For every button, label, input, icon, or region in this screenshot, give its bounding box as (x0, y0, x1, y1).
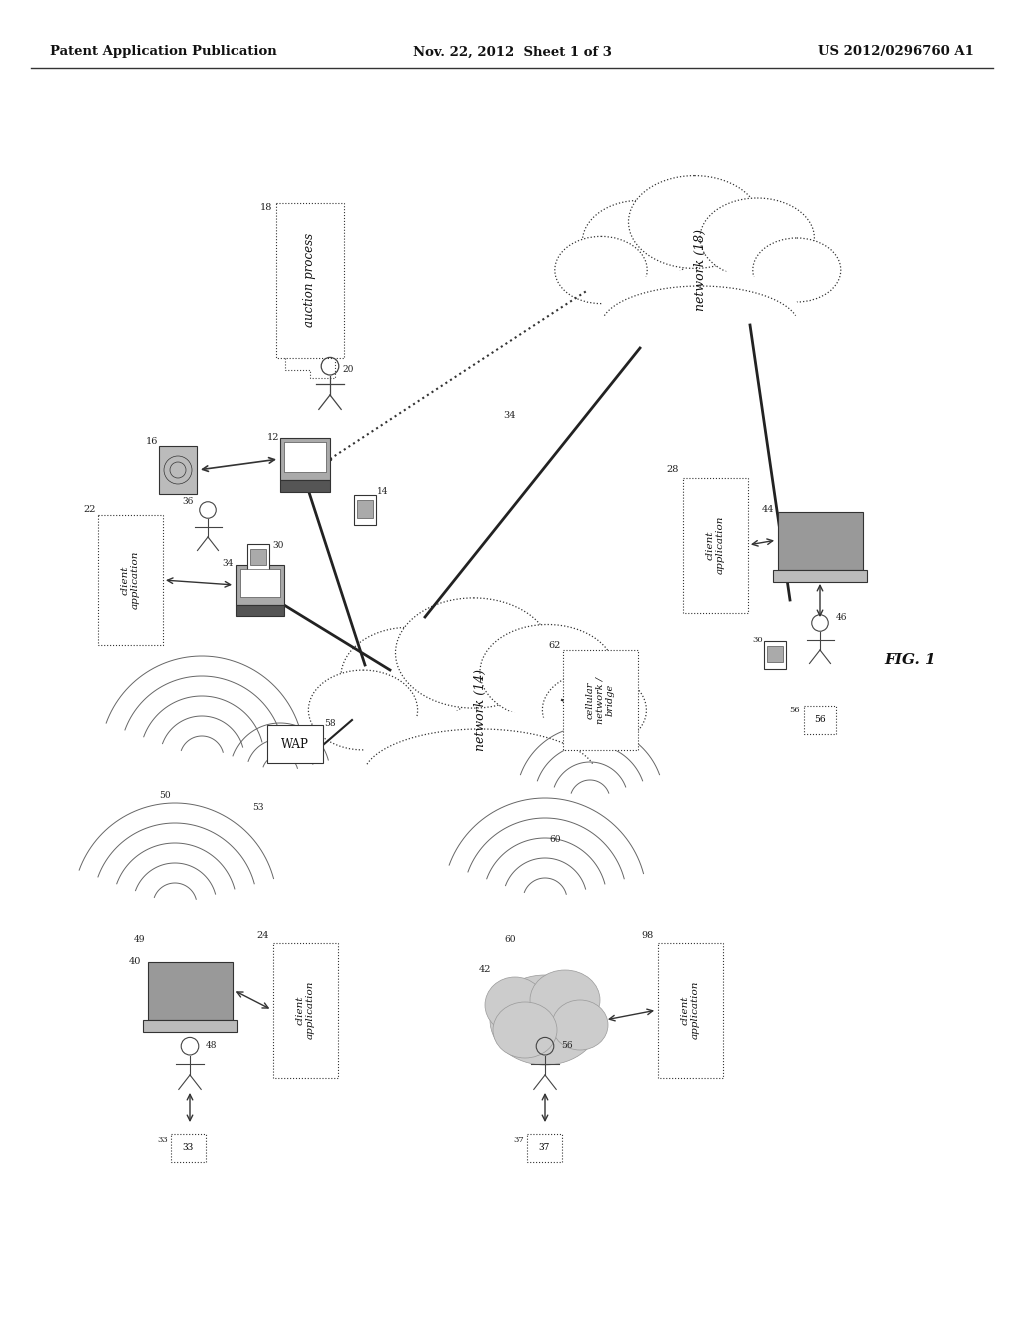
Text: 56: 56 (561, 1040, 572, 1049)
Text: 60: 60 (504, 936, 516, 945)
Ellipse shape (601, 271, 799, 350)
Bar (276, 202, 344, 358)
Bar (773, 570, 866, 582)
Text: 12: 12 (266, 433, 280, 442)
Ellipse shape (601, 222, 799, 334)
Text: network (14): network (14) (473, 669, 486, 751)
Bar (280, 480, 330, 492)
Text: 98: 98 (642, 931, 654, 940)
Bar (764, 642, 786, 669)
Text: network (18): network (18) (693, 228, 707, 312)
Text: 24: 24 (257, 931, 269, 940)
Text: 42: 42 (479, 965, 492, 974)
Bar (284, 442, 326, 473)
Text: 48: 48 (206, 1040, 218, 1049)
Bar (683, 478, 748, 612)
Bar (767, 645, 783, 663)
Text: client
application: client application (120, 550, 139, 610)
Ellipse shape (493, 1002, 557, 1059)
Ellipse shape (753, 238, 841, 302)
Bar (272, 942, 338, 1077)
Bar (159, 446, 197, 494)
Ellipse shape (362, 653, 597, 785)
Text: 33: 33 (182, 1143, 194, 1152)
Ellipse shape (341, 627, 476, 726)
Bar (267, 725, 323, 763)
Ellipse shape (308, 671, 418, 750)
Text: 36: 36 (182, 498, 194, 507)
Bar (804, 706, 836, 734)
Text: 30: 30 (272, 540, 284, 549)
Ellipse shape (583, 201, 696, 284)
Ellipse shape (555, 236, 647, 304)
Bar (147, 962, 232, 1020)
Bar (236, 565, 284, 605)
Text: 58: 58 (325, 718, 336, 727)
Text: 56: 56 (814, 715, 825, 725)
Text: 49: 49 (134, 936, 145, 945)
Text: cellular
network /
bridge: cellular network / bridge (585, 676, 614, 723)
Text: 37: 37 (514, 1137, 524, 1144)
Text: 18: 18 (260, 203, 272, 213)
Text: 46: 46 (837, 614, 848, 623)
Text: 14: 14 (377, 487, 389, 496)
Bar (250, 549, 266, 565)
Ellipse shape (480, 624, 615, 719)
Ellipse shape (395, 598, 552, 708)
Bar (247, 544, 269, 572)
Text: client
application: client application (295, 981, 314, 1039)
Ellipse shape (362, 710, 597, 805)
Text: 50: 50 (159, 791, 171, 800)
Bar (280, 438, 330, 480)
Ellipse shape (629, 176, 761, 268)
Text: 34: 34 (222, 558, 233, 568)
Text: 28: 28 (667, 466, 679, 474)
Ellipse shape (543, 672, 646, 748)
Text: US 2012/0296760 A1: US 2012/0296760 A1 (818, 45, 974, 58)
Text: 62: 62 (549, 640, 561, 649)
Text: 16: 16 (145, 437, 158, 446)
Text: Nov. 22, 2012  Sheet 1 of 3: Nov. 22, 2012 Sheet 1 of 3 (413, 45, 611, 58)
Ellipse shape (700, 198, 814, 279)
Bar (171, 1134, 206, 1162)
Text: FIG. 1: FIG. 1 (884, 653, 936, 667)
Bar (236, 605, 284, 616)
Text: 40: 40 (129, 957, 141, 966)
Text: 34: 34 (504, 411, 516, 420)
Text: client
application: client application (706, 516, 725, 574)
Bar (562, 649, 638, 750)
Text: WAP: WAP (281, 738, 309, 751)
Text: auction process: auction process (303, 232, 316, 327)
Text: 53: 53 (252, 804, 264, 813)
Bar (657, 942, 723, 1077)
Ellipse shape (552, 1001, 608, 1049)
Text: client
application: client application (680, 981, 699, 1039)
Bar (97, 515, 163, 645)
Text: 22: 22 (84, 506, 96, 515)
Text: 20: 20 (342, 366, 353, 374)
Text: 44: 44 (762, 506, 774, 515)
Bar (526, 1134, 561, 1162)
Bar (143, 1020, 237, 1032)
Ellipse shape (530, 970, 600, 1030)
Ellipse shape (490, 975, 600, 1065)
Ellipse shape (485, 977, 545, 1034)
Text: Patent Application Publication: Patent Application Publication (50, 45, 276, 58)
Text: 30: 30 (753, 636, 763, 644)
Text: 37: 37 (539, 1143, 550, 1152)
Text: 56: 56 (790, 706, 801, 714)
Bar (357, 500, 373, 517)
Bar (240, 569, 280, 597)
Bar (354, 495, 376, 525)
Bar (777, 512, 862, 570)
Text: 60: 60 (549, 836, 561, 845)
Text: 33: 33 (158, 1137, 168, 1144)
